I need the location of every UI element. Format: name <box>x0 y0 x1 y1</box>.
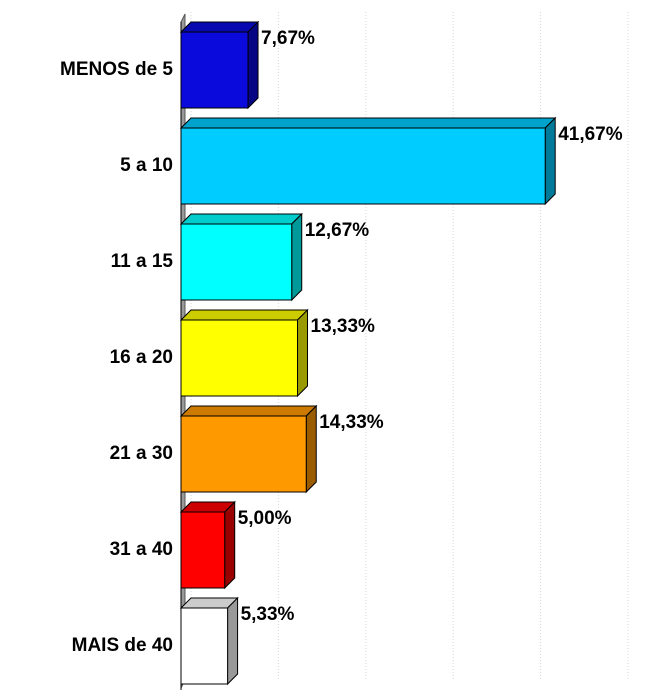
bar <box>179 20 260 110</box>
bar <box>179 500 236 590</box>
category-label: 11 a 15 <box>111 251 174 272</box>
bar-top <box>179 117 557 129</box>
category-label: 31 a 40 <box>110 539 173 560</box>
bar-side <box>291 212 303 302</box>
bar-front <box>180 31 249 109</box>
value-label: 12,67% <box>305 220 370 241</box>
bar-side <box>247 20 259 110</box>
bar-top <box>179 405 318 417</box>
value-label: 7,67% <box>261 28 315 49</box>
value-label: 5,33% <box>241 604 295 625</box>
bar-front <box>180 511 226 589</box>
category-label: 5 a 10 <box>120 155 173 176</box>
bar-top <box>179 21 260 33</box>
bar <box>179 116 557 206</box>
category-label: MENOS de 5 <box>60 59 173 80</box>
category-label: 21 a 30 <box>110 443 173 464</box>
value-label: 5,00% <box>238 508 292 529</box>
bar-side <box>544 116 556 206</box>
bar-top <box>179 309 309 321</box>
bar-front <box>180 319 299 397</box>
category-label: 16 a 20 <box>110 347 173 368</box>
category-label: MAIS de 40 <box>72 635 173 656</box>
bar-side <box>224 500 236 590</box>
bar <box>179 404 318 494</box>
bar-front <box>180 127 546 205</box>
bar-front <box>180 415 307 493</box>
bar-front <box>180 223 293 301</box>
bar-side <box>227 596 239 686</box>
bar-side <box>305 404 317 494</box>
bar-side <box>297 308 309 398</box>
bar <box>179 308 309 398</box>
value-label: 41,67% <box>558 124 623 145</box>
value-label: 13,33% <box>311 316 376 337</box>
value-label: 14,33% <box>319 412 384 433</box>
bar-front <box>180 607 229 685</box>
bar <box>179 596 239 686</box>
bar-top <box>179 213 303 225</box>
bar <box>179 212 303 302</box>
